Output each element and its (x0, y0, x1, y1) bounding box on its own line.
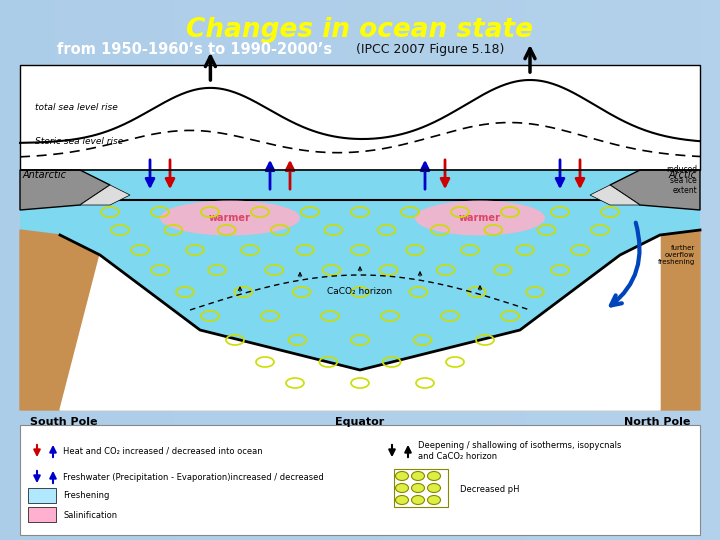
Polygon shape (610, 170, 700, 210)
Ellipse shape (415, 200, 545, 235)
Text: warmer: warmer (459, 213, 501, 223)
Ellipse shape (395, 496, 408, 504)
Polygon shape (60, 235, 660, 410)
Text: from 1950-1960’s to 1990-2000’s: from 1950-1960’s to 1990-2000’s (58, 43, 333, 57)
Text: further
overflow
freshening: further overflow freshening (658, 245, 695, 265)
Ellipse shape (412, 471, 425, 481)
Bar (20, 65, 700, 170)
Text: Arctic: Arctic (669, 170, 697, 180)
Ellipse shape (395, 471, 408, 481)
Bar (28, 507, 56, 522)
Text: South Pole: South Pole (30, 417, 97, 427)
Text: Changes in ocean state: Changes in ocean state (186, 17, 534, 43)
Text: Equator: Equator (336, 417, 384, 427)
Bar (394, 469, 448, 507)
Bar (20, 170, 700, 410)
Polygon shape (80, 185, 130, 205)
Text: Deepening / shallowing of isotherms, isopycnals
and CaCO₂ horizon: Deepening / shallowing of isotherms, iso… (418, 441, 621, 461)
Text: North Pole: North Pole (624, 417, 690, 427)
Text: total sea level rise: total sea level rise (35, 104, 118, 112)
Bar (28, 488, 56, 503)
Text: Steric sea level rise: Steric sea level rise (35, 138, 123, 146)
Polygon shape (20, 230, 700, 410)
Ellipse shape (160, 200, 300, 235)
Text: Salinification: Salinification (63, 510, 117, 519)
Text: CaCO₂ horizon: CaCO₂ horizon (328, 287, 392, 296)
Text: (IPCC 2007 Figure 5.18): (IPCC 2007 Figure 5.18) (356, 44, 504, 57)
Ellipse shape (412, 496, 425, 504)
Bar (20, 425, 700, 535)
Ellipse shape (428, 471, 441, 481)
Text: reduced
sea ice
extent: reduced sea ice extent (666, 165, 697, 195)
Polygon shape (590, 185, 640, 205)
Text: Decreased pH: Decreased pH (460, 485, 520, 495)
Text: Heat and CO₂ increased / decreased into ocean: Heat and CO₂ increased / decreased into … (63, 447, 263, 456)
Ellipse shape (412, 483, 425, 492)
Text: Antarctic: Antarctic (23, 170, 67, 180)
Text: Freshwater (Precipitation - Evaporation)increased / decreased: Freshwater (Precipitation - Evaporation)… (63, 472, 324, 482)
Text: Freshening: Freshening (63, 491, 109, 501)
Ellipse shape (395, 483, 408, 492)
Ellipse shape (428, 496, 441, 504)
Text: warmer: warmer (209, 213, 251, 223)
Polygon shape (20, 170, 110, 210)
Ellipse shape (428, 483, 441, 492)
